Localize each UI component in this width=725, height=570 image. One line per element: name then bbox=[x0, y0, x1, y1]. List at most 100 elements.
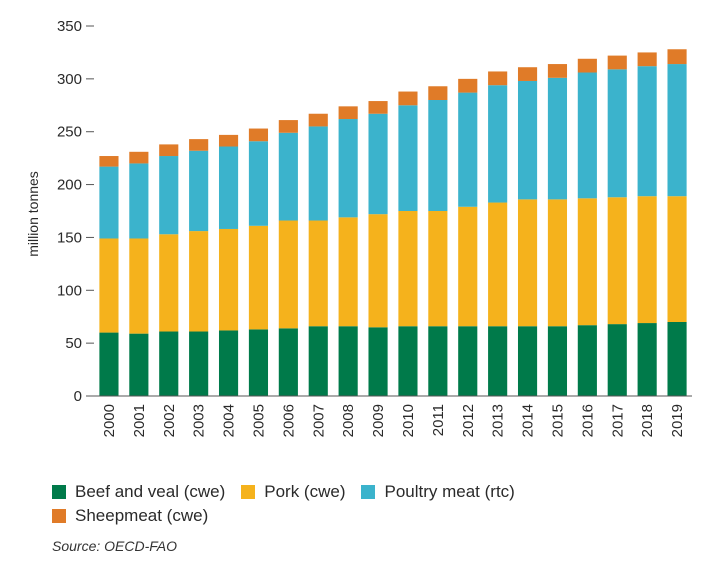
bar-segment-2014-s1 bbox=[517, 199, 538, 327]
bar-segment-2018-s1 bbox=[637, 196, 657, 324]
legend-item-beef: Beef and veal (cwe) bbox=[52, 482, 225, 502]
bar-segment-2009-s1 bbox=[368, 214, 388, 328]
bar-segment-2017-s0 bbox=[607, 324, 627, 396]
bar-segment-2010-s1 bbox=[398, 211, 418, 327]
bar-segment-2012-s2 bbox=[458, 92, 478, 207]
x-tick-label-2012: 2012 bbox=[460, 404, 477, 437]
legend-row-2: Sheepmeat (cwe) bbox=[52, 504, 692, 528]
bar-segment-2002-s3 bbox=[159, 144, 179, 157]
legend-row-1: Beef and veal (cwe) Pork (cwe) Poultry m… bbox=[52, 480, 692, 504]
x-axis: 2000 2001 2002 2003 2004 2005 2006 2007 2008 2009… bbox=[94, 395, 692, 437]
bar-segment-2011-s0 bbox=[428, 326, 448, 396]
bar-segment-2006-s3 bbox=[278, 120, 298, 133]
x-tick-label-2005: 2005 bbox=[250, 404, 267, 437]
bar-segment-2010-s0 bbox=[398, 326, 418, 396]
x-tick-label-2019: 2019 bbox=[669, 404, 686, 437]
bar-segment-2018-s3 bbox=[637, 52, 657, 67]
bar-segment-2015-s1 bbox=[547, 199, 568, 327]
bar-segment-2013-s1 bbox=[488, 202, 508, 327]
y-axis-label: million tonnes bbox=[25, 171, 41, 257]
bar-segment-2013-s2 bbox=[488, 85, 508, 203]
bar-segment-2007-s2 bbox=[308, 126, 328, 221]
bar-segment-2004-s2 bbox=[218, 146, 239, 229]
bar-segment-2015-s3 bbox=[547, 64, 568, 78]
bar-segment-2002-s0 bbox=[159, 331, 179, 396]
bar-segment-2014-s3 bbox=[517, 67, 538, 81]
legend-swatch-poultry bbox=[361, 485, 376, 499]
bar-segment-2017-s3 bbox=[607, 55, 627, 70]
source-note: Source: OECD-FAO bbox=[52, 538, 177, 554]
bar-segment-2005-s1 bbox=[248, 225, 269, 330]
x-tick-label-2007: 2007 bbox=[310, 404, 327, 437]
x-tick-label-2004: 2004 bbox=[221, 404, 238, 437]
legend-label-pork: Pork (cwe) bbox=[264, 482, 346, 501]
x-tick-label-2018: 2018 bbox=[639, 404, 656, 437]
legend-swatch-beef bbox=[52, 485, 66, 499]
bar-segment-2000-s0 bbox=[99, 332, 119, 396]
bar-segment-2006-s2 bbox=[278, 132, 298, 221]
bar-segment-2016-s2 bbox=[577, 72, 597, 199]
bar-segment-2001-s0 bbox=[129, 333, 149, 396]
bar-segment-2019-s0 bbox=[667, 322, 687, 396]
bar-segment-2015-s2 bbox=[547, 77, 568, 200]
bar-segment-2002-s2 bbox=[159, 156, 179, 235]
bar-segment-2004-s0 bbox=[218, 330, 239, 396]
y-tick-label: 300 bbox=[57, 71, 82, 88]
y-tick-label: 350 bbox=[57, 18, 82, 35]
x-tick-label-2011: 2011 bbox=[430, 404, 447, 436]
bar-segment-2004-s3 bbox=[218, 134, 239, 147]
legend-label-poultry: Poultry meat (rtc) bbox=[384, 482, 515, 501]
x-tick-label-2006: 2006 bbox=[280, 404, 297, 437]
bar-segment-2003-s3 bbox=[189, 139, 209, 151]
x-tick-label-2002: 2002 bbox=[161, 404, 178, 437]
bar-segment-2007-s0 bbox=[308, 326, 328, 396]
bar-segment-2009-s3 bbox=[368, 101, 388, 114]
y-tick-label: 200 bbox=[57, 177, 82, 194]
x-tick-label-2014: 2014 bbox=[520, 404, 537, 437]
bar-segment-2013-s0 bbox=[488, 326, 508, 396]
bar-segment-2012-s3 bbox=[458, 78, 478, 93]
bar-segment-2012-s0 bbox=[458, 326, 478, 396]
y-tick-label: 250 bbox=[57, 124, 82, 141]
bar-segment-2000-s2 bbox=[99, 166, 119, 239]
bar-segment-2003-s2 bbox=[189, 150, 209, 232]
bar-segment-2014-s0 bbox=[517, 326, 538, 396]
legend-item-sheep: Sheepmeat (cwe) bbox=[52, 506, 208, 526]
bar-segment-2008-s3 bbox=[338, 106, 358, 120]
bar-segment-2016-s1 bbox=[577, 198, 597, 326]
bar-segment-2009-s2 bbox=[368, 113, 388, 215]
bar-segment-2019-s3 bbox=[667, 49, 687, 65]
bar-segment-2012-s1 bbox=[458, 206, 478, 327]
bar-segment-2011-s1 bbox=[428, 211, 448, 327]
bar-segment-2005-s3 bbox=[248, 128, 269, 142]
legend: Beef and veal (cwe) Pork (cwe) Poultry m… bbox=[52, 480, 692, 528]
x-tick-label-2001: 2001 bbox=[131, 404, 148, 437]
bar-segment-2010-s2 bbox=[398, 105, 418, 211]
bar-segment-2013-s3 bbox=[488, 71, 508, 86]
bar-segment-2001-s3 bbox=[129, 151, 149, 164]
x-tick-label-2015: 2015 bbox=[549, 404, 566, 437]
bar-segment-2011-s2 bbox=[428, 100, 448, 211]
x-tick-label-2000: 2000 bbox=[101, 404, 118, 437]
bar-segment-2008-s0 bbox=[338, 326, 358, 396]
bar-segment-2000-s3 bbox=[99, 156, 119, 167]
legend-swatch-pork bbox=[241, 485, 256, 499]
bar-segment-2009-s0 bbox=[368, 327, 388, 396]
legend-item-poultry: Poultry meat (rtc) bbox=[361, 482, 515, 502]
y-tick-label: 150 bbox=[57, 229, 82, 246]
bar-segment-2003-s0 bbox=[189, 331, 209, 396]
x-tick-label-2017: 2017 bbox=[609, 404, 626, 437]
legend-item-pork: Pork (cwe) bbox=[241, 482, 345, 502]
y-axis: 0 50 100 150 200 250 300 350 bbox=[57, 18, 94, 405]
bar-segment-2019-s2 bbox=[667, 64, 687, 197]
bar-segment-2002-s1 bbox=[159, 234, 179, 332]
bar-segment-2005-s2 bbox=[248, 141, 269, 226]
stacked-bar-chart: 0 50 100 150 200 250 300 350 million tonnes 200… bbox=[25, 18, 692, 437]
bar-segment-2015-s0 bbox=[547, 326, 568, 396]
bar-segment-2018-s2 bbox=[637, 66, 657, 197]
bar-segment-2008-s1 bbox=[338, 217, 358, 327]
bar-segment-2019-s1 bbox=[667, 196, 687, 322]
x-tick-label-2003: 2003 bbox=[191, 404, 208, 437]
bar-segment-2006-s0 bbox=[278, 328, 298, 396]
bar-segment-2003-s1 bbox=[189, 231, 209, 332]
